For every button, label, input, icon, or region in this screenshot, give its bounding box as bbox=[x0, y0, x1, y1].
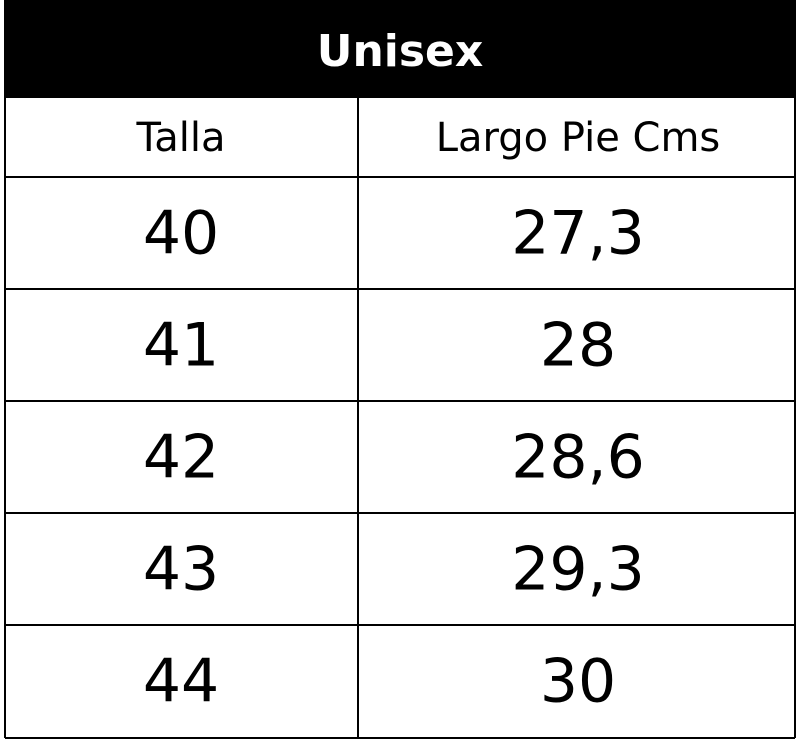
cell: 28,6 bbox=[511, 423, 645, 493]
cell: 30 bbox=[540, 647, 616, 717]
cell: 27,3 bbox=[511, 199, 645, 269]
cell: 43 bbox=[143, 535, 219, 605]
column-header: Largo Pie Cms bbox=[436, 115, 721, 161]
cell: 42 bbox=[143, 423, 219, 493]
table-title: Unisex bbox=[317, 26, 484, 77]
title-bar bbox=[4, 0, 796, 98]
cell: 41 bbox=[143, 311, 219, 381]
cell: 44 bbox=[143, 647, 219, 717]
cell: 28 bbox=[540, 311, 616, 381]
cell: 40 bbox=[143, 199, 219, 269]
cell: 29,3 bbox=[511, 535, 645, 605]
column-header: Talla bbox=[135, 115, 225, 161]
